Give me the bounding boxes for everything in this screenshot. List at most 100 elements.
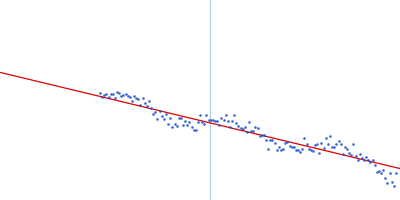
Point [180,123,186,126]
Point [235,124,242,128]
Point [133,97,140,100]
Point [224,120,231,123]
Point [356,152,363,155]
Point [314,143,320,146]
Point [244,130,250,133]
Point [318,141,325,145]
Point [227,126,233,129]
Point [346,151,352,154]
Point [167,117,174,120]
Point [352,155,359,158]
Point [259,134,265,137]
Point [182,120,188,123]
Point [220,118,227,121]
Point [144,105,150,108]
Point [329,146,335,149]
Point [382,177,388,180]
Point [308,148,314,151]
Point [99,95,105,99]
Point [112,97,118,100]
Point [148,106,154,110]
Point [280,148,286,151]
Point [263,139,269,142]
Point [288,145,295,149]
Point [174,125,180,128]
Point [350,142,357,145]
Point [229,119,235,123]
Point [193,128,199,131]
Point [120,93,127,97]
Point [163,113,169,116]
Point [188,125,195,128]
Point [222,114,229,117]
Point [359,156,365,159]
Point [278,148,284,152]
Point [110,93,116,96]
Point [124,95,131,98]
Point [335,139,342,142]
Point [127,95,133,98]
Point [210,118,216,121]
Point [201,122,208,126]
Point [333,143,340,146]
Point [361,159,367,162]
Point [367,161,374,164]
Point [152,110,158,114]
Point [176,117,182,120]
Point [199,120,206,123]
Point [242,125,248,128]
Point [290,145,297,148]
Point [340,152,346,155]
Point [137,104,144,107]
Point [348,153,354,157]
Point [131,95,137,98]
Point [246,121,252,124]
Point [369,159,376,162]
Point [233,122,240,125]
Point [165,122,171,126]
Point [312,143,318,146]
Point [363,156,369,159]
Point [386,172,393,175]
Point [248,129,254,132]
Point [316,151,322,154]
Point [250,129,256,132]
Point [295,148,301,151]
Point [286,145,293,148]
Point [103,93,110,96]
Point [129,99,135,102]
Point [184,123,190,126]
Point [186,121,193,124]
Point [354,158,361,162]
Point [306,148,312,151]
Point [274,148,280,151]
Point [331,145,338,148]
Point [118,94,124,97]
Point [122,92,129,95]
Point [114,90,120,93]
Point [208,119,214,122]
Point [197,114,203,117]
Point [252,125,259,128]
Point [206,119,212,122]
Point [203,113,210,117]
Point [388,180,395,183]
Point [105,95,112,98]
Point [310,149,316,153]
Point [384,182,391,185]
Point [327,135,333,138]
Point [254,126,261,129]
Point [261,134,267,137]
Point [178,116,184,119]
Point [195,120,201,124]
Point [282,141,288,144]
Point [101,94,108,97]
Point [154,117,161,121]
Point [216,123,222,126]
Point [380,169,386,172]
Point [269,138,276,141]
Point [156,109,163,112]
Point [231,113,237,116]
Point [142,102,148,105]
Point [338,142,344,146]
